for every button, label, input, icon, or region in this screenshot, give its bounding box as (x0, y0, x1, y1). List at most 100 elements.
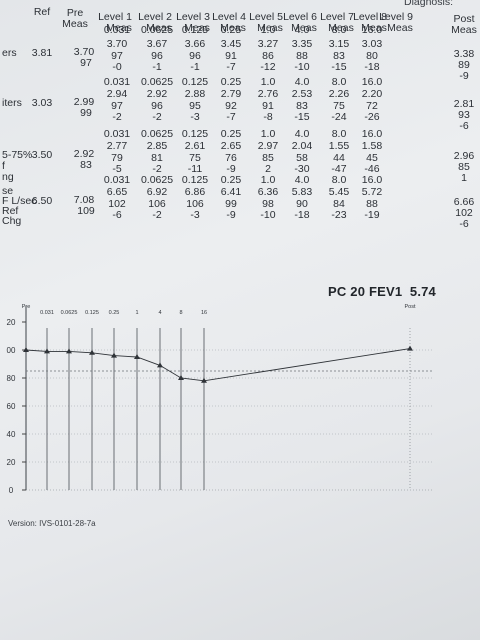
level-value: -3 (190, 111, 200, 123)
ref-value: 3.03 (31, 97, 53, 109)
level-meas-header: Meas (220, 22, 246, 34)
level-value: -19 (364, 209, 380, 221)
dose-label: 1.0 (260, 174, 276, 186)
level-value: 2.26 (328, 88, 350, 100)
post-value: 93 (458, 109, 470, 121)
post-value: 102 (455, 207, 473, 219)
dose-label: 16.0 (361, 128, 383, 140)
level-value: 102 (108, 198, 126, 210)
level-meas-header: Meas (328, 22, 354, 34)
data-point (201, 377, 207, 383)
post-column-header: Post (453, 13, 475, 25)
level-header: Level 2 (138, 11, 172, 23)
dose-label: 0.25 (220, 128, 242, 140)
dose-label: 0.0625 (140, 128, 174, 140)
column-label: 16 (201, 310, 207, 316)
level-value: 96 (189, 50, 201, 62)
level-value: 2.65 (220, 140, 242, 152)
level-value: -9 (226, 209, 236, 221)
column-label: 0.25 (109, 310, 120, 316)
level-value: 99 (225, 198, 237, 210)
level-value: 83 (333, 50, 345, 62)
level-value: -24 (331, 111, 347, 123)
dose-label: 0.125 (181, 76, 209, 88)
level-value: 2.76 (257, 88, 279, 100)
data-point (178, 375, 184, 380)
level-value: -7 (226, 111, 236, 123)
level-value: 3.03 (361, 38, 383, 50)
level-value: 1.55 (328, 140, 350, 152)
level-header: Level 9 (379, 11, 413, 23)
level-value: 106 (186, 198, 204, 210)
level-value: 106 (148, 198, 166, 210)
level-value: 98 (262, 198, 274, 210)
parameter-sub-label: Chg (2, 215, 22, 227)
level-value: 6.36 (257, 186, 279, 198)
y-tick-label: 20 (7, 458, 16, 467)
post-value: 89 (458, 59, 470, 71)
level-value: 3.66 (184, 38, 206, 50)
post-value: 6.66 (453, 196, 475, 208)
level-value: -47 (331, 163, 347, 175)
pre-value: 2.99 (73, 96, 95, 108)
level-value: -1 (152, 61, 162, 73)
level-value: 91 (262, 100, 274, 112)
fev1-dose-response-chart: 0204060800020Pre0.0310.06250.1250.251481… (7, 304, 432, 495)
parameter-label: F L/sec (2, 195, 37, 207)
level-value: -26 (364, 111, 380, 123)
level-value: 97 (111, 50, 123, 62)
dose-label: 4.0 (294, 76, 310, 88)
level-value: 95 (189, 100, 201, 112)
level-value: -3 (190, 209, 200, 221)
column-label: 0.125 (85, 310, 99, 316)
data-point (111, 352, 117, 358)
level-value: 6.92 (146, 186, 168, 198)
version-text: Version: IVS-0101-28-7a (8, 519, 96, 528)
post-value: -6 (459, 218, 469, 230)
dose-label: 8.0 (331, 76, 347, 88)
parameter-label: iters (2, 97, 22, 109)
level-value: -7 (226, 61, 236, 73)
level-value: 84 (333, 198, 345, 210)
dose-label: 1.0 (260, 24, 276, 36)
ref-column-header: Ref (33, 6, 51, 18)
level-value: -2 (152, 111, 162, 123)
pc20-label: PC 20 FEV1 (328, 284, 403, 299)
level-meas-header: Meas (257, 22, 283, 34)
level-value: 83 (296, 100, 308, 112)
level-value: -30 (294, 163, 310, 175)
level-value: 2.94 (106, 88, 128, 100)
level-value: 1.58 (361, 140, 383, 152)
level-value: -6 (112, 209, 122, 221)
data-point (44, 348, 50, 354)
column-label: Post (404, 304, 415, 310)
level-value: 80 (366, 50, 378, 62)
level-header: Level 8 (353, 11, 387, 23)
level-value: -23 (331, 209, 347, 221)
level-value: -0 (112, 61, 122, 73)
level-value: 5.72 (361, 186, 383, 198)
pre-meas-header: Meas (62, 18, 88, 30)
parameter-label: ers (2, 47, 17, 59)
level-value: -15 (294, 111, 310, 123)
dose-label: 16.0 (361, 24, 383, 36)
parameter-sub-label: ng (2, 171, 14, 183)
level-value: 3.27 (257, 38, 279, 50)
parameter-sub-label: se (2, 185, 14, 197)
level-value: 6.65 (106, 186, 128, 198)
dose-label: 1.0 (260, 128, 276, 140)
dose-label: 16.0 (361, 76, 383, 88)
level-value: 88 (296, 50, 308, 62)
level-meas-header: Meas (361, 22, 387, 34)
level-meas-header: Meas (291, 22, 317, 34)
level-value: 3.15 (328, 38, 350, 50)
pre-percent-ref: 97 (80, 57, 92, 69)
level-value: 2 (265, 163, 271, 175)
level-header: Level 6 (283, 11, 317, 23)
level-value: 58 (296, 152, 308, 164)
post-value: -6 (459, 120, 469, 132)
level-value: 75 (333, 100, 345, 112)
level-header: Level 3 (176, 11, 210, 23)
dose-label: 8.0 (331, 128, 347, 140)
y-tick-label: 0 (9, 486, 14, 495)
